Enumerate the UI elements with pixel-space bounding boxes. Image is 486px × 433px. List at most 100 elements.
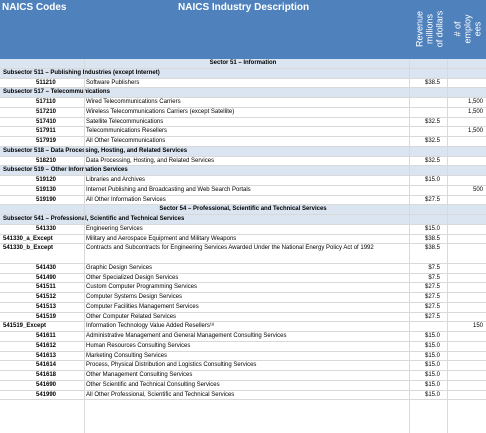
- header-revenue: Revenue millions of dollars: [414, 10, 444, 48]
- naics-code: 517410: [36, 118, 57, 125]
- subsector-title: Subsector 541 – Professional, Scientific…: [3, 216, 185, 222]
- table-row: 541512 Computer Systems Design Services $2…: [0, 293, 486, 303]
- table-row: 519190 All Other Information Services $27.…: [0, 195, 486, 206]
- naics-code: 517210: [36, 108, 57, 115]
- naics-code: 517919: [36, 138, 57, 144]
- subsector-row: Subsector 519 – Other Information Servic…: [0, 166, 486, 176]
- naics-code: 541990: [36, 391, 57, 398]
- industry-description: Telecommunications Resellers: [86, 128, 168, 135]
- revenue-value: $15.0: [424, 333, 440, 339]
- revenue-value: $38.5: [424, 79, 440, 86]
- sector-title: Sector 54 – Professional, Scientific and…: [159, 206, 327, 213]
- table-header: NAICS Codes NAICS Industry Description R…: [0, 0, 486, 59]
- revenue-value: $38.5: [424, 245, 440, 252]
- employees-value: 150: [472, 323, 483, 330]
- industry-description: Computer Facilities Management Services: [86, 303, 199, 310]
- sector-title: Sector 51 – Information: [209, 60, 277, 66]
- column-divider: [409, 59, 410, 433]
- industry-description: Wired Telecommunications Carriers: [86, 99, 181, 105]
- revenue-value: $27.5: [424, 284, 440, 291]
- employees-value: 500: [472, 186, 483, 193]
- employees-value: 1,500: [467, 108, 483, 115]
- naics-code: 519190: [36, 196, 57, 203]
- naics-code: 541490: [36, 274, 57, 281]
- table-row: 541614 Process, Physical Distribution and…: [0, 361, 486, 371]
- table-row: 541612 Human Resources Consulting Service…: [0, 341, 486, 352]
- sector-row: Sector 51 – Information: [0, 59, 486, 69]
- table-row: 541513 Computer Facilities Management Ser…: [0, 302, 486, 313]
- table-row: 517210 Wireless Telecommunications Carrie…: [0, 107, 486, 118]
- revenue-value: $27.5: [424, 303, 440, 310]
- industry-description: Internet Publishing and Broadcasting and…: [86, 186, 251, 193]
- table-row: 518210 Data Processing, Hosting, and Rela…: [0, 156, 486, 167]
- employees-value: 1,500: [467, 99, 483, 105]
- industry-description: All Other Professional, Scientific and T…: [86, 391, 235, 398]
- industry-description: Other Management Consulting Services: [86, 372, 193, 378]
- naics-code: 541690: [36, 381, 57, 388]
- industry-description: Contracts and Subcontracts for Engineeri…: [86, 245, 374, 252]
- naics-code: 541513: [36, 303, 57, 310]
- table-row: 541611 Administrative Management and Gene…: [0, 332, 486, 342]
- industry-description: Software Publishers: [86, 79, 140, 86]
- naics-code: 511210: [36, 79, 56, 86]
- table-row: 541990 All Other Professional, Scientific…: [0, 390, 486, 401]
- subsector-row: Subsector 517 – Telecommunications: [0, 88, 486, 98]
- industry-description: Data Processing, Hosting, and Related Se…: [86, 157, 215, 164]
- revenue-value: $32.5: [424, 138, 440, 144]
- industry-description: Engineering Services: [86, 225, 143, 232]
- revenue-value: $15.0: [424, 362, 440, 369]
- industry-description: Administrative Management and General Ma…: [86, 333, 287, 339]
- header-description: NAICS Industry Description: [178, 2, 310, 13]
- column-divider: [447, 59, 448, 433]
- table-row: 517410 Satellite Telecommunications $32.5: [0, 117, 486, 128]
- table-row: 519120 Libraries and Archives $15.0: [0, 176, 486, 186]
- naics-code: 541430: [36, 264, 57, 271]
- revenue-value: $27.5: [424, 313, 440, 320]
- revenue-value: $15.0: [424, 177, 440, 183]
- revenue-value: $7.5: [428, 274, 440, 281]
- naics-code: 517911: [36, 128, 56, 135]
- industry-description: Libraries and Archives: [86, 177, 146, 183]
- table-row: 541330 Engineering Services $15.0: [0, 224, 486, 235]
- naics-code: 541330_b_Except: [3, 245, 54, 252]
- subsector-title: Subsector 511 – Publishing Industries (e…: [3, 69, 160, 76]
- industry-description: Other Specialized Design Services: [86, 274, 179, 281]
- table-row: 517110 Wired Telecommunications Carriers 1…: [0, 98, 486, 108]
- subsector-title: Subsector 517 – Telecommunications: [3, 89, 110, 96]
- header-employees: # of employ ees: [452, 14, 483, 44]
- revenue-value: $32.5: [424, 157, 440, 164]
- naics-code: 541330: [36, 225, 57, 232]
- table-row: 517919 All Other Telecommunications $32.5: [0, 137, 486, 147]
- table-row: 519130 Internet Publishing and Broadcasti…: [0, 185, 486, 196]
- table-row: 541519_Except Information Technology Valu…: [0, 322, 486, 332]
- naics-code: 541613: [36, 352, 57, 359]
- industry-description: Military and Aerospace Equipment and Mil…: [86, 235, 237, 242]
- industry-description: Graphic Design Services: [86, 264, 153, 271]
- naics-code: 541330_a_Except: [3, 235, 53, 242]
- revenue-value: $15.0: [424, 352, 440, 359]
- industry-description: Marketing Consulting Services: [86, 352, 168, 359]
- column-divider: [84, 59, 85, 433]
- naics-code: 541519_Except: [3, 323, 47, 330]
- naics-code: 541512: [36, 294, 57, 300]
- employees-value: 1,500: [467, 128, 483, 135]
- revenue-value: $15.0: [424, 342, 440, 349]
- industry-description: Other Computer Related Services: [86, 313, 177, 320]
- industry-description: Other Scientific and Technical Consultin…: [86, 381, 220, 388]
- table-row: 541511 Custom Computer Programming Servic…: [0, 283, 486, 293]
- revenue-value: $15.0: [424, 225, 440, 232]
- industry-description: Wireless Telecommunications Carriers (ex…: [86, 108, 235, 115]
- naics-code: 541612: [36, 342, 57, 349]
- revenue-value: $15.0: [424, 391, 440, 398]
- sector-row: Sector 54 – Professional, Scientific and…: [0, 205, 486, 215]
- table-row: 541330_b_Except Contracts and Subcontract…: [0, 244, 486, 264]
- revenue-value: $7.5: [428, 264, 440, 271]
- naics-code: 541614: [36, 362, 57, 369]
- industry-description: Information Technology Value Added Resel…: [86, 323, 215, 330]
- naics-code: 517110: [36, 99, 56, 105]
- revenue-value: $15.0: [424, 372, 440, 378]
- subsector-row: Subsector 511 – Publishing Industries (e…: [0, 68, 486, 79]
- table-row: 541690 Other Scientific and Technical Con…: [0, 380, 486, 391]
- table-row: 541613 Marketing Consulting Services $15.0: [0, 351, 486, 362]
